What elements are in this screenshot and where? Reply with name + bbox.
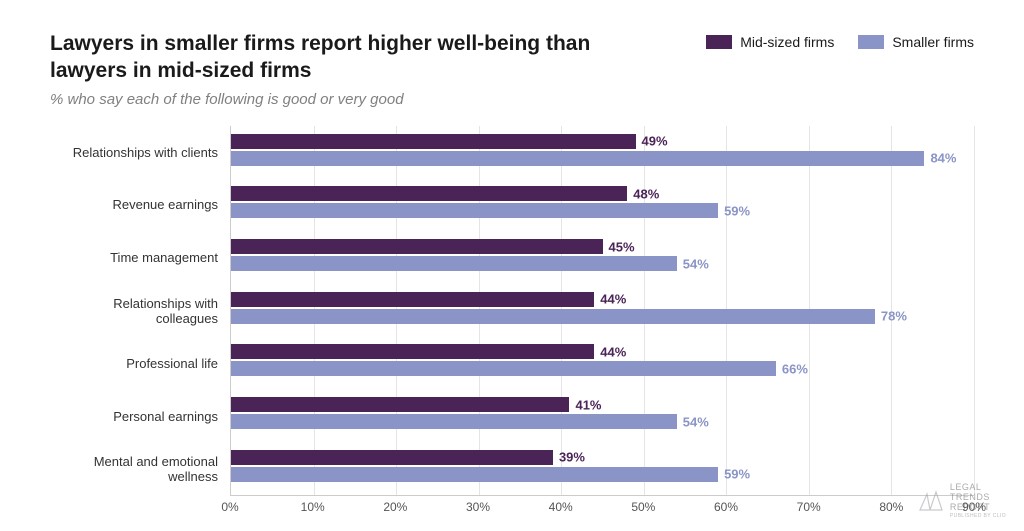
bar-value-label: 59% xyxy=(718,203,750,218)
footer-text-block: LEGAL TRENDS REPORT PUBLISHED BY CLIO xyxy=(950,483,1006,519)
bar-small: 59% xyxy=(231,203,718,218)
bar-row: 41% 54% xyxy=(231,389,974,442)
x-tick: 10% xyxy=(301,500,325,514)
bar-small: 84% xyxy=(231,151,924,166)
bar-mid: 45% xyxy=(231,239,603,254)
bar-value-label: 84% xyxy=(924,151,956,166)
x-tick: 70% xyxy=(797,500,821,514)
x-tick: 20% xyxy=(383,500,407,514)
x-tick: 80% xyxy=(879,500,903,514)
x-tick: 60% xyxy=(714,500,738,514)
y-label: Personal earnings xyxy=(50,390,230,443)
bar-row: 39% 59% xyxy=(231,442,974,495)
legend: Mid-sized firms Smaller firms xyxy=(706,34,974,50)
bar-value-label: 39% xyxy=(553,450,585,465)
bar-small: 54% xyxy=(231,414,677,429)
y-label: Professional life xyxy=(50,337,230,390)
gridline xyxy=(974,126,975,495)
footer-sub: PUBLISHED BY CLIO xyxy=(950,513,1006,519)
bar-value-label: 44% xyxy=(594,292,626,307)
bar-value-label: 45% xyxy=(603,239,635,254)
legend-label-small: Smaller firms xyxy=(892,34,974,50)
x-tick: 40% xyxy=(549,500,573,514)
bar-mid: 48% xyxy=(231,186,627,201)
y-label: Revenue earnings xyxy=(50,178,230,231)
bar-row: 44% 66% xyxy=(231,336,974,389)
logo-icon xyxy=(918,490,944,512)
bar-mid: 39% xyxy=(231,450,553,465)
bar-small: 54% xyxy=(231,256,677,271)
bar-small: 59% xyxy=(231,467,718,482)
bar-value-label: 54% xyxy=(677,414,709,429)
bar-small: 66% xyxy=(231,361,776,376)
y-label: Mental and emotional wellness xyxy=(50,443,230,496)
x-tick: 50% xyxy=(631,500,655,514)
bar-value-label: 48% xyxy=(627,186,659,201)
bar-value-label: 66% xyxy=(776,361,808,376)
legend-label-mid: Mid-sized firms xyxy=(740,34,834,50)
chart-header: Lawyers in smaller firms report higher w… xyxy=(50,30,974,108)
title-block: Lawyers in smaller firms report higher w… xyxy=(50,30,610,108)
bar-value-label: 54% xyxy=(677,256,709,271)
bar-row: 49% 84% xyxy=(231,126,974,179)
bar-value-label: 78% xyxy=(875,309,907,324)
legend-item-mid: Mid-sized firms xyxy=(706,34,834,50)
bar-mid: 41% xyxy=(231,397,569,412)
x-axis: 0%10%20%30%40%50%60%70%80%90% xyxy=(230,500,974,520)
bar-mid: 44% xyxy=(231,292,594,307)
bar-row: 44% 78% xyxy=(231,284,974,337)
x-tick: 0% xyxy=(221,500,238,514)
y-label: Relationships with colleagues xyxy=(50,284,230,337)
chart-container: Lawyers in smaller firms report higher w… xyxy=(0,0,1024,531)
chart-title: Lawyers in smaller firms report higher w… xyxy=(50,30,610,85)
y-label: Time management xyxy=(50,231,230,284)
bar-row: 45% 54% xyxy=(231,231,974,284)
legend-swatch-small xyxy=(858,35,884,49)
bar-rows: 49% 84% 48% 59% 45% 54% 44% 78% 44% 66% 41% 54% 39% 5… xyxy=(231,126,974,495)
y-axis-labels: Relationships with clientsRevenue earnin… xyxy=(50,126,230,496)
bar-mid: 44% xyxy=(231,344,594,359)
chart-subtitle: % who say each of the following is good … xyxy=(50,91,610,108)
bar-value-label: 44% xyxy=(594,344,626,359)
footer-logo: LEGAL TRENDS REPORT PUBLISHED BY CLIO xyxy=(918,483,1006,519)
y-label: Relationships with clients xyxy=(50,126,230,179)
plot: 49% 84% 48% 59% 45% 54% 44% 78% 44% 66% 41% 54% 39% 5… xyxy=(230,126,974,496)
x-tick: 30% xyxy=(466,500,490,514)
bar-row: 48% 59% xyxy=(231,178,974,231)
bar-value-label: 41% xyxy=(569,397,601,412)
legend-swatch-mid xyxy=(706,35,732,49)
footer-brand-3: REPORT xyxy=(950,503,1006,513)
bar-small: 78% xyxy=(231,309,875,324)
bar-value-label: 49% xyxy=(636,134,668,149)
bar-mid: 49% xyxy=(231,134,636,149)
bar-value-label: 59% xyxy=(718,467,750,482)
chart-plot-area: Relationships with clientsRevenue earnin… xyxy=(50,126,974,496)
legend-item-small: Smaller firms xyxy=(858,34,974,50)
